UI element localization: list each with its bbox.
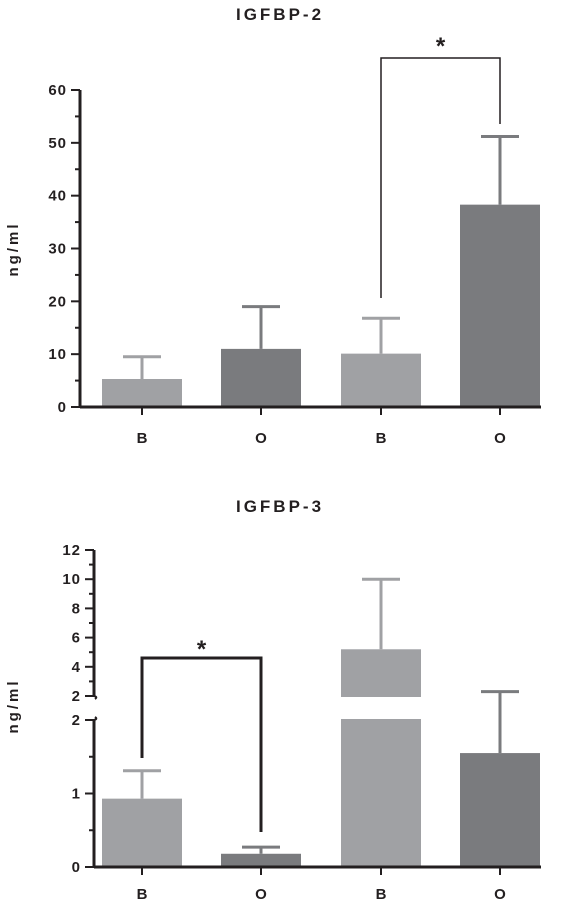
x-category-label: B [376, 886, 387, 902]
y-tick-label: 30 [48, 241, 67, 258]
bar [460, 204, 540, 407]
chart-title: IGFBP-3 [236, 497, 324, 516]
significance-star: * [436, 33, 446, 60]
significance-bracket [140, 656, 263, 832]
bar [460, 753, 540, 867]
x-category-label: B [376, 430, 387, 447]
chart-title: IGFBP-2 [236, 5, 324, 24]
y-tick-label: 60 [48, 82, 67, 99]
y-tick-label: 12 [62, 542, 81, 559]
y-tick-label: 2 [72, 688, 81, 705]
y-tick-label: 6 [72, 630, 81, 647]
bar [341, 353, 421, 407]
y-tick-label: 10 [62, 571, 81, 588]
bar [341, 649, 421, 867]
y-tick-label: 1 [72, 786, 81, 803]
x-category-label: B [137, 430, 148, 447]
x-category-label: O [494, 430, 506, 447]
y-axis-label: ng/ml [5, 222, 22, 277]
y-tick-label: 0 [58, 399, 67, 416]
bar [102, 798, 182, 867]
bar [102, 378, 182, 407]
y-tick-label: 40 [48, 188, 67, 205]
significance-star: * [197, 636, 207, 663]
bar-break-gap [341, 697, 421, 719]
significance-bracket [380, 57, 501, 298]
axis-break-mark [93, 695, 98, 700]
x-category-label: O [255, 430, 267, 447]
bar [221, 348, 301, 407]
x-category-label: B [137, 886, 148, 902]
y-axis-label: ng/ml [5, 679, 22, 734]
axis-break-mark [93, 716, 98, 721]
x-category-label: O [494, 886, 506, 902]
y-tick-label: 0 [72, 859, 81, 876]
y-tick-label: 2 [72, 712, 81, 729]
y-tick-label: 20 [48, 293, 67, 310]
x-category-label: O [255, 886, 267, 902]
y-tick-label: 50 [48, 135, 67, 152]
y-tick-label: 8 [72, 600, 81, 617]
bar [221, 853, 301, 867]
y-tick-label: 10 [48, 346, 67, 363]
y-tick-label: 4 [72, 659, 81, 676]
